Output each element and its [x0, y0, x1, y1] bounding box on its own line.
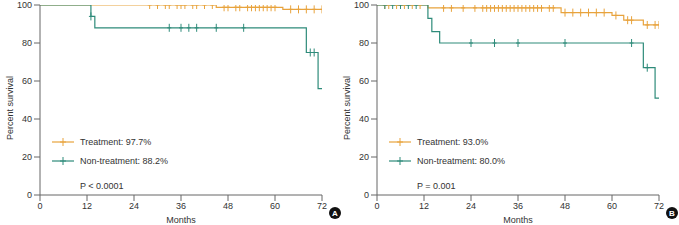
- svg-text:Months: Months: [503, 215, 533, 225]
- svg-text:48: 48: [223, 201, 233, 211]
- svg-text:48: 48: [560, 201, 570, 211]
- svg-text:Percent survival: Percent survival: [342, 76, 352, 140]
- svg-text:36: 36: [176, 201, 186, 211]
- html-text:P = 0.001: P = 0.001: [417, 181, 456, 191]
- svg-text:60: 60: [607, 201, 617, 211]
- svg-text:40: 40: [22, 114, 32, 124]
- html-text:Non-treatment: 88.2%: Non-treatment: 88.2%: [80, 156, 168, 166]
- svg-text:0: 0: [374, 201, 379, 211]
- html-text:Non-treatment: 80.0%: Non-treatment: 80.0%: [417, 156, 505, 166]
- svg-text:24: 24: [466, 201, 476, 211]
- svg-text:36: 36: [513, 201, 523, 211]
- svg-text:Percent survival: Percent survival: [8, 76, 15, 140]
- svg-text:72: 72: [317, 201, 327, 211]
- svg-text:0: 0: [27, 190, 32, 200]
- svg-text:100: 100: [354, 0, 369, 10]
- svg-text:20: 20: [359, 152, 369, 162]
- svg-text:12: 12: [82, 201, 92, 211]
- html-text:A: A: [332, 208, 338, 218]
- svg-text:Months: Months: [166, 215, 196, 225]
- html-text:P < 0.0001: P < 0.0001: [80, 181, 124, 191]
- svg-text:100: 100: [17, 0, 32, 10]
- svg-text:60: 60: [270, 201, 280, 211]
- html-text:B: B: [669, 208, 675, 218]
- html-text:Treatment: 97.7%: Treatment: 97.7%: [80, 137, 152, 147]
- svg-text:60: 60: [22, 76, 32, 86]
- svg-text:60: 60: [359, 76, 369, 86]
- svg-text:72: 72: [654, 201, 664, 211]
- svg-text:0: 0: [364, 190, 369, 200]
- html-text:Treatment: 93.0%: Treatment: 93.0%: [417, 137, 489, 147]
- svg-text:12: 12: [419, 201, 429, 211]
- svg-text:80: 80: [22, 38, 32, 48]
- svg-text:24: 24: [129, 201, 139, 211]
- svg-text:40: 40: [359, 114, 369, 124]
- svg-text:20: 20: [22, 152, 32, 162]
- svg-text:0: 0: [37, 201, 42, 211]
- svg-text:80: 80: [359, 38, 369, 48]
